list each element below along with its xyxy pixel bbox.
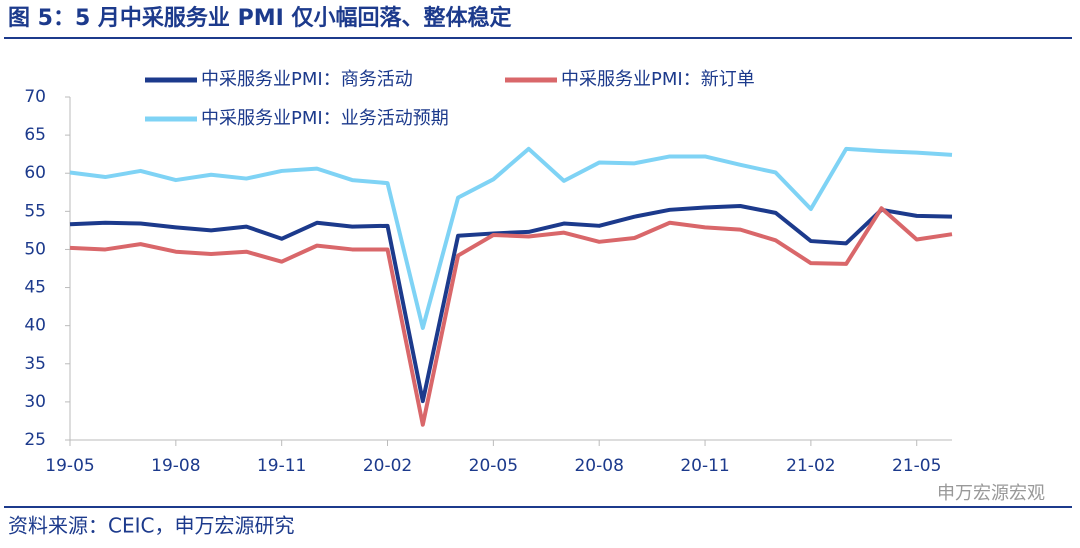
y-tick-label: 45 xyxy=(24,278,46,298)
y-tick-label: 40 xyxy=(24,316,46,336)
x-tick-label: 20-05 xyxy=(469,456,518,476)
series-line xyxy=(69,206,953,427)
chart-title: 图 5：5 月中采服务业 PMI 仅小幅回落、整体稳定 xyxy=(8,5,511,31)
x-tick-label: 19-05 xyxy=(45,456,94,476)
y-tick-label: 30 xyxy=(24,392,46,412)
x-tick-label: 20-08 xyxy=(574,456,623,476)
source: 资料来源：CEIC，申万宏源研究 xyxy=(8,514,294,538)
y-tick-label: 25 xyxy=(24,430,46,450)
x-tick-label: 20-11 xyxy=(680,456,729,476)
x-tick-label: 21-05 xyxy=(892,456,941,476)
y-tick-label: 60 xyxy=(24,163,46,183)
legend-label: 中采服务业PMI：业务活动预期 xyxy=(201,108,449,129)
watermark: 申万宏源宏观 xyxy=(937,483,1045,504)
x-tick-label: 19-11 xyxy=(257,456,306,476)
legend-label: 中采服务业PMI：商务活动 xyxy=(201,69,413,90)
y-tick-label: 70 xyxy=(24,87,46,107)
y-tick-label: 55 xyxy=(24,201,46,221)
y-tick-label: 50 xyxy=(24,239,46,259)
x-tick-label: 19-08 xyxy=(151,456,200,476)
series-line xyxy=(69,203,953,404)
y-tick-label: 35 xyxy=(24,354,46,374)
x-tick-label: 21-02 xyxy=(786,456,835,476)
series-line xyxy=(69,146,953,330)
legend-label: 中采服务业PMI：新订单 xyxy=(561,69,755,90)
y-tick-label: 65 xyxy=(24,125,46,145)
x-tick-label: 20-02 xyxy=(363,456,412,476)
